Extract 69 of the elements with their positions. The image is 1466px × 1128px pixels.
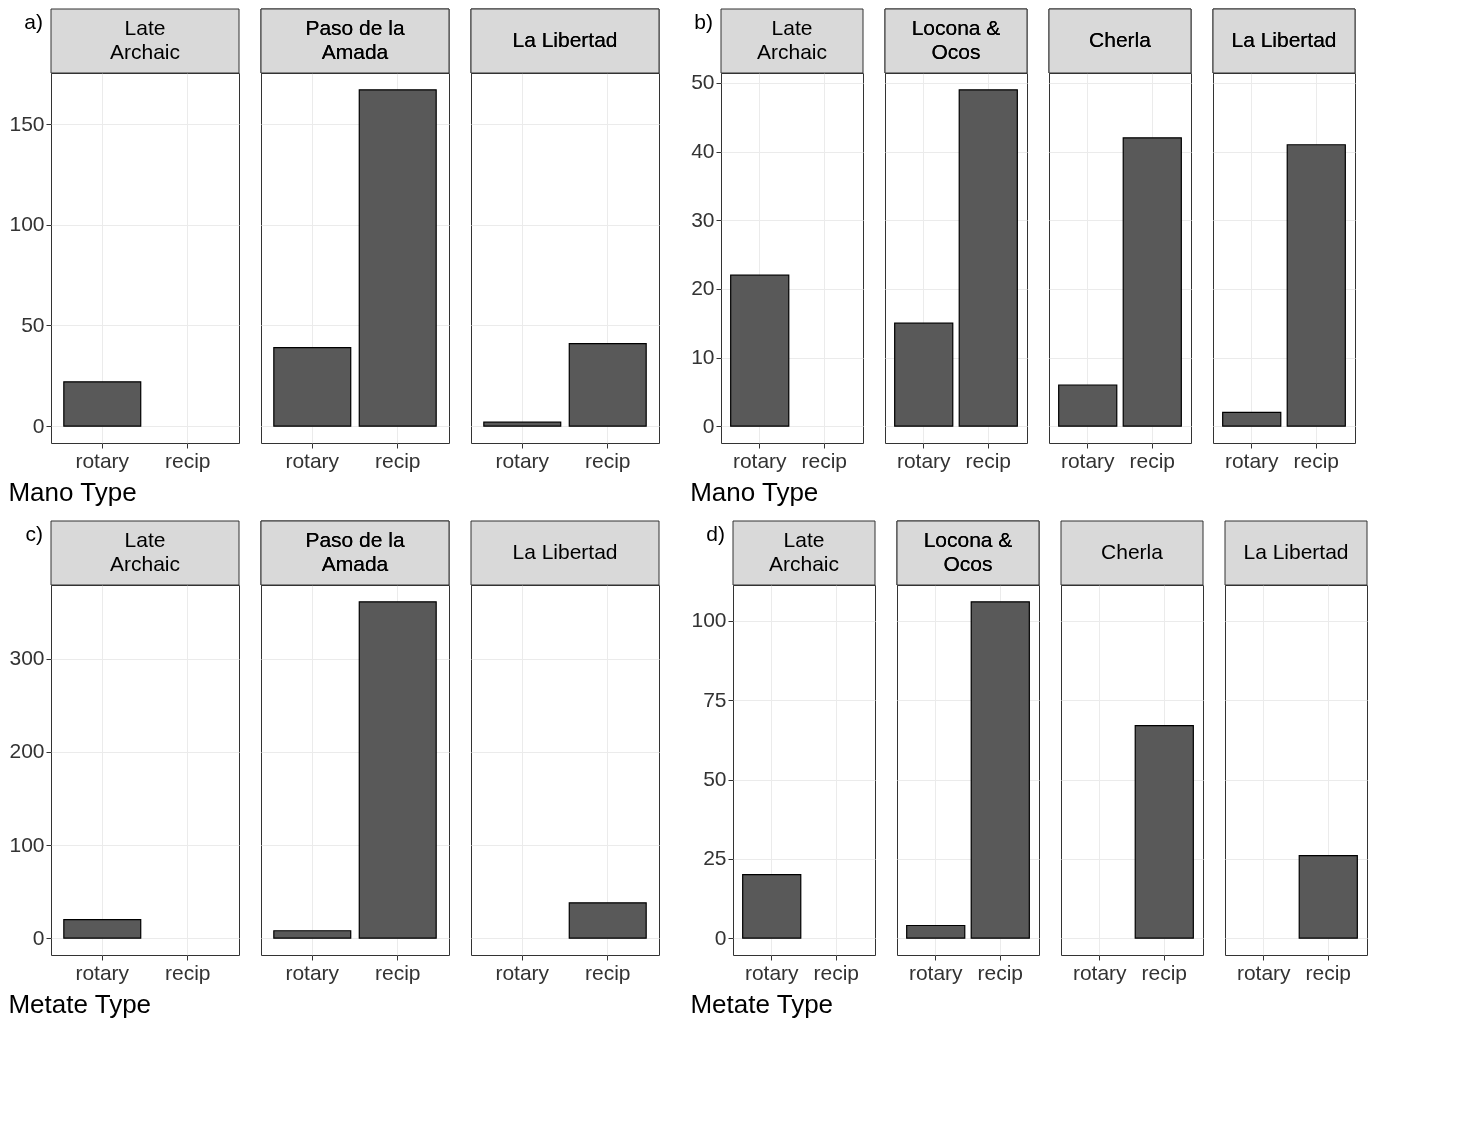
x-tick-label: rotary xyxy=(896,448,952,472)
y-tick-label: 100 xyxy=(9,832,45,856)
y-tick-label: 100 xyxy=(9,212,45,236)
x-tick-label: recip xyxy=(1129,448,1176,472)
chart-title: Locona & Ocos xyxy=(923,528,1013,575)
text: b) xyxy=(694,10,713,33)
x-tick-label: rotary xyxy=(908,960,964,984)
text: c) xyxy=(25,522,43,545)
x-tick-label: recip xyxy=(374,960,421,984)
x-tick-label: rotary xyxy=(75,448,130,472)
chart-title: Cherla xyxy=(1089,28,1152,51)
y-tick-label: 0 xyxy=(32,413,45,437)
y-tick-label: 100 xyxy=(691,608,727,632)
y-tick-label: 0 xyxy=(702,413,715,437)
chart-title: La Libertad xyxy=(512,28,618,51)
chart-title: Late Archaic xyxy=(109,528,181,575)
x-tick-label: recip xyxy=(164,448,211,472)
y-tick-label: 0 xyxy=(32,925,45,949)
x-axis-title: Metate Type xyxy=(8,988,152,1019)
x-tick-label: recip xyxy=(1305,960,1352,984)
x-tick-label: recip xyxy=(164,960,211,984)
x-tick-label: rotary xyxy=(1224,448,1280,472)
y-tick-label: 50 xyxy=(691,70,715,94)
chart-title: La Libertad xyxy=(512,540,618,563)
x-tick-label: recip xyxy=(801,448,848,472)
y-tick-label: 150 xyxy=(9,111,45,135)
chart-title: Cherla xyxy=(1101,540,1164,563)
x-tick-label: recip xyxy=(813,960,860,984)
x-axis-title: Mano Type xyxy=(8,476,137,507)
x-tick-label: recip xyxy=(1141,960,1188,984)
x-tick-label: rotary xyxy=(1236,960,1292,984)
chart-title: Late Archaic xyxy=(756,16,828,63)
x-tick-label: rotary xyxy=(285,448,340,472)
x-tick-label: rotary xyxy=(732,448,788,472)
chart-title: Paso de la Amada xyxy=(305,528,405,575)
y-tick-label: 20 xyxy=(691,276,715,300)
x-tick-label: recip xyxy=(1293,448,1340,472)
chart-title: Late Archaic xyxy=(768,528,840,575)
y-tick-label: 75 xyxy=(703,687,727,711)
y-tick-label: 300 xyxy=(9,646,45,670)
x-tick-label: recip xyxy=(374,448,421,472)
y-tick-label: 25 xyxy=(703,846,727,870)
x-tick-label: rotary xyxy=(285,960,340,984)
y-tick-label: 0 xyxy=(714,925,727,949)
x-tick-label: recip xyxy=(977,960,1024,984)
y-tick-label: 40 xyxy=(691,139,715,163)
y-tick-label: 50 xyxy=(703,767,727,791)
x-tick-label: rotary xyxy=(75,960,130,984)
x-tick-label: rotary xyxy=(1072,960,1128,984)
chart-title: La Libertad xyxy=(1231,28,1337,51)
x-tick-label: rotary xyxy=(744,960,800,984)
y-tick-label: 200 xyxy=(9,739,45,763)
x-tick-label: recip xyxy=(584,448,631,472)
x-tick-label: recip xyxy=(965,448,1012,472)
x-tick-label: recip xyxy=(584,960,631,984)
chart-title: La Libertad xyxy=(1243,540,1349,563)
chart-title: Locona & Ocos xyxy=(911,16,1001,63)
x-tick-label: rotary xyxy=(495,448,550,472)
text: d) xyxy=(706,522,725,545)
y-tick-label: 10 xyxy=(691,345,715,369)
text: a) xyxy=(24,10,43,33)
y-tick-label: 30 xyxy=(691,207,715,231)
x-tick-label: rotary xyxy=(495,960,550,984)
x-axis-title: Metate Type xyxy=(690,988,834,1019)
x-axis-title: Mano Type xyxy=(690,476,819,507)
x-tick-label: rotary xyxy=(1060,448,1116,472)
chart-title: Late Archaic xyxy=(109,16,181,63)
chart-title: Paso de la Amada xyxy=(305,16,405,63)
y-tick-label: 50 xyxy=(21,312,45,336)
